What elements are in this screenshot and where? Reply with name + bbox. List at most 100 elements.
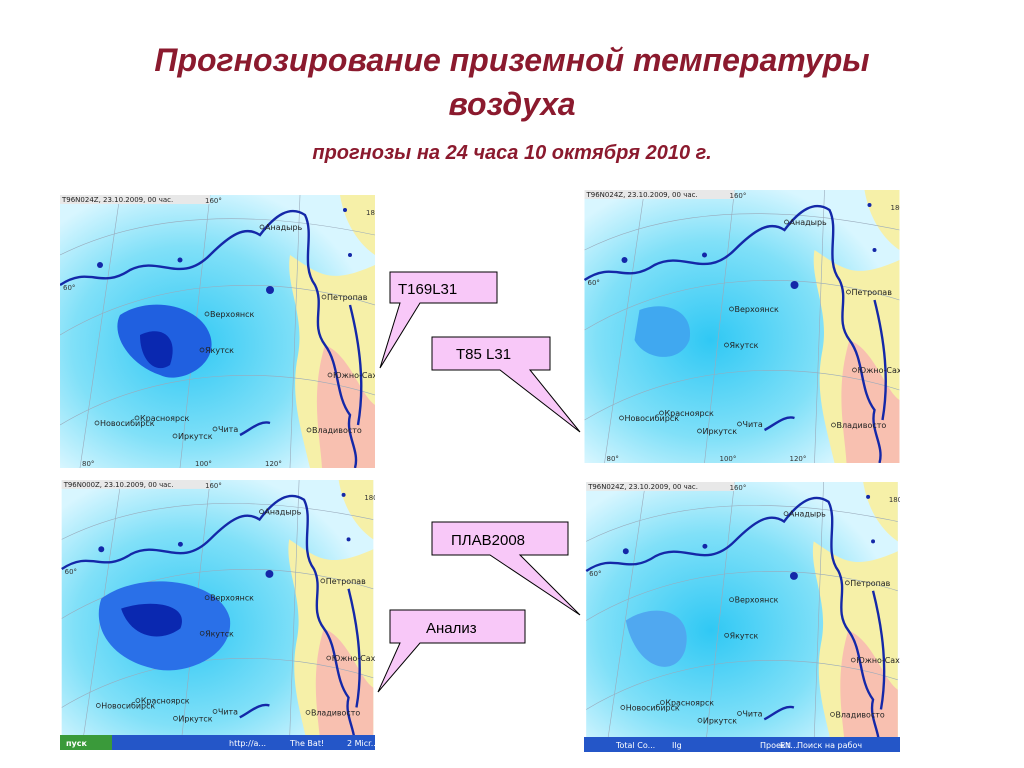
taskbar-item: пуск [66, 739, 87, 748]
city-label: Южно-Саха [856, 656, 905, 665]
degree-label: 120° [265, 460, 282, 468]
city-label: Красноярск [140, 414, 189, 423]
taskbar-item: Поиск на рабоч [797, 741, 862, 750]
city-marker [320, 578, 326, 584]
callout: T169L31 [379, 271, 498, 369]
degree-label: 80° [82, 460, 94, 468]
city-label: Иркутск [703, 427, 738, 436]
subtitle: прогнозы на 24 часа 10 октября 2010 г. [312, 142, 712, 164]
map-header: T96N024Z, 23.10.2009, 00 час. [61, 196, 173, 204]
city-label: Якутск [205, 629, 234, 638]
city-marker [783, 511, 789, 516]
map-header: T96N000Z, 23.10.2009, 00 час. [63, 481, 174, 489]
degree-label: 60° [65, 568, 77, 576]
city-label: Верхоянск [210, 594, 254, 603]
city-label: Анадырь [789, 510, 826, 519]
city-label: Южно-Саха [333, 371, 382, 380]
degree-label: 100° [720, 455, 737, 463]
city-marker [259, 509, 264, 514]
degree-label: 180° [891, 204, 908, 212]
city-label: Иркутск [178, 432, 213, 441]
degree-label: 120° [790, 455, 807, 463]
map: T96N024Z, 23.10.2009, 00 час. Анадырь Петр… [60, 195, 383, 468]
city-marker [259, 224, 265, 230]
city-marker [852, 367, 857, 373]
city-marker [326, 655, 332, 661]
start-button[interactable] [60, 735, 112, 750]
city-marker [850, 657, 856, 663]
city-label: Красноярск [665, 409, 714, 418]
degree-label: 180° [366, 209, 383, 217]
city-marker [306, 427, 312, 433]
city-marker [659, 410, 664, 416]
city-marker [135, 698, 141, 703]
taskbar-bg [584, 737, 900, 752]
degree-label: 60° [588, 279, 600, 287]
map: T96N024Z, 23.10.2009, 00 час. Анадырь Петр… [585, 482, 905, 752]
degree-label: 160° [205, 482, 222, 490]
city-label: Чита [742, 709, 762, 718]
city-marker [724, 342, 729, 348]
city-marker [96, 703, 101, 708]
city-label: Петропав [850, 579, 890, 588]
city-label: Новосибирск [101, 701, 155, 710]
city-marker [619, 415, 624, 421]
taskbar-item: Total Co... [615, 741, 655, 750]
city-marker [737, 421, 742, 427]
city-marker [321, 294, 327, 300]
city-label: Владивосто [312, 426, 362, 435]
city-marker [737, 711, 742, 716]
callout: T85 L31 [431, 336, 581, 433]
degree-label: 60° [63, 284, 75, 292]
city-label: Анадырь [265, 223, 303, 232]
city-label: Владивосто [837, 421, 887, 430]
callout-label: T85 L31 [456, 346, 511, 363]
callout: Анализ [377, 609, 526, 693]
map-header-bg [61, 480, 211, 489]
city-label: Новосибирск [100, 419, 155, 428]
callout-label: Анализ [426, 620, 477, 637]
city-label: Верхоянск [735, 305, 780, 314]
city-marker [305, 710, 311, 715]
city-marker [831, 422, 836, 428]
city-marker [199, 630, 205, 636]
city-marker [172, 433, 178, 439]
city-label: Чита [218, 707, 238, 716]
degree-label: 160° [205, 197, 222, 205]
city-label: Анадырь [790, 218, 828, 227]
city-label: Красноярск [141, 697, 190, 706]
city-marker [327, 372, 333, 378]
taskbar-item: http://a... [229, 739, 266, 748]
map-header-bg [586, 482, 735, 491]
city-label: Чита [743, 420, 763, 429]
taskbar-item: 2 Micr... [347, 739, 378, 748]
map-header: T96N024Z, 23.10.2009, 00 час. [586, 191, 698, 199]
taskbar-item: Ilg [672, 741, 682, 750]
city-label: Петропав [327, 293, 368, 302]
city-marker [724, 632, 729, 638]
city-label: Южно-Саха [858, 366, 907, 375]
callout-shape [379, 271, 498, 369]
city-marker [845, 580, 850, 586]
degree-label: 80° [607, 455, 619, 463]
taskbar-item: EN [780, 741, 791, 750]
city-marker [199, 347, 205, 353]
city-label: Иркутск [703, 716, 737, 725]
callout-shape [377, 609, 526, 693]
city-label: Верхоянск [210, 310, 255, 319]
city-label: Красноярск [665, 699, 714, 708]
city-marker [173, 716, 178, 721]
taskbar-item: The Bat! [289, 739, 324, 748]
city-label: Петропав [326, 577, 366, 586]
city-marker [729, 597, 734, 603]
city-marker [660, 700, 665, 705]
city-marker [846, 289, 851, 295]
city-label: Якутск [205, 346, 234, 355]
city-marker [784, 219, 789, 225]
callout-shape [431, 521, 581, 616]
callout-label: T169L31 [398, 281, 457, 298]
city-label: Анадырь [264, 508, 301, 517]
city-marker [204, 311, 210, 317]
